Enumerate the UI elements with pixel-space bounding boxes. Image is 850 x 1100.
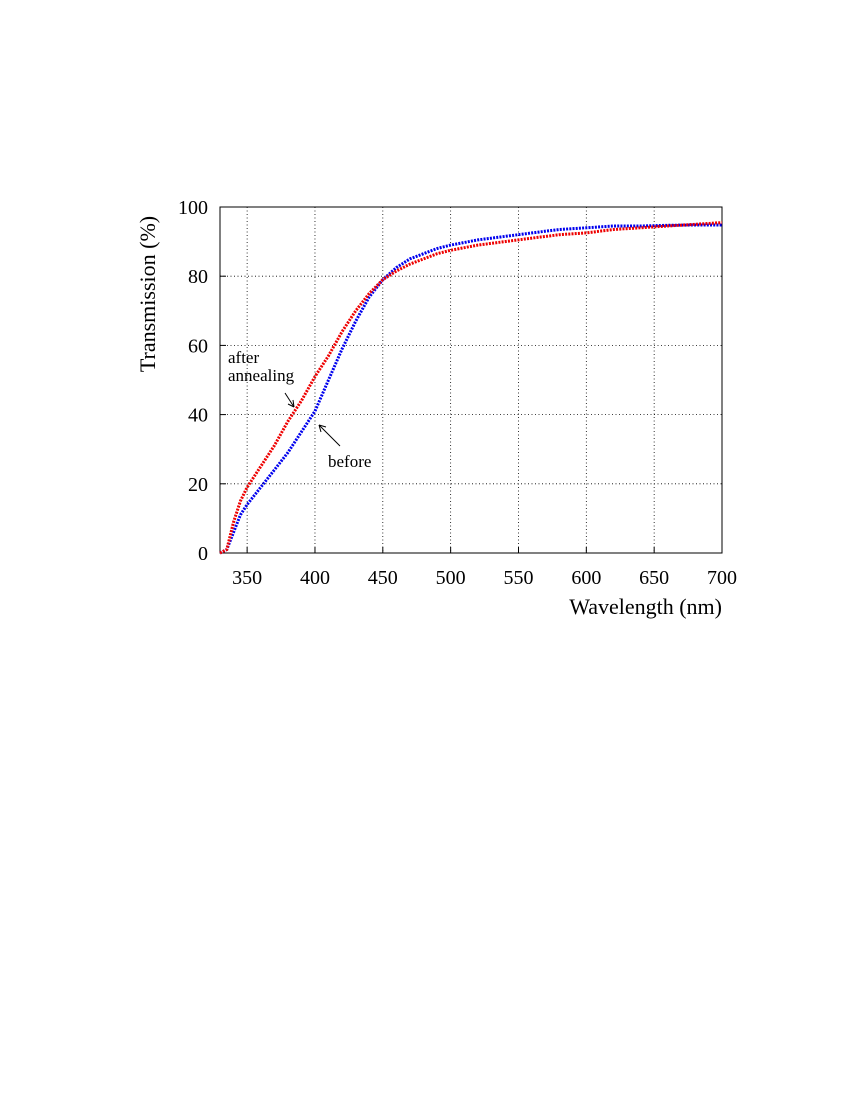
data-line (219, 221, 723, 555)
y-axis-label: Transmission (%) (135, 216, 160, 372)
annotation: before (328, 452, 371, 471)
x-tick-label: 600 (571, 567, 601, 589)
y-tick-label: 40 (188, 405, 208, 427)
annotation-arrow (318, 424, 341, 447)
x-axis-label: Wavelength (nm) (569, 594, 722, 619)
x-tick-label: 550 (503, 567, 533, 589)
x-tick-label: 700 (707, 567, 737, 589)
annotation: after (228, 348, 259, 367)
plot-frame (219, 206, 723, 554)
x-tick-label: 400 (300, 567, 330, 589)
arrow-head (287, 399, 295, 408)
y-tick-label: 20 (188, 474, 208, 496)
y-tick-label: 80 (188, 266, 208, 288)
x-tick-label: 450 (368, 567, 398, 589)
annotation: annealing (228, 366, 295, 385)
annotation-arrow (284, 392, 295, 408)
y-tick-label: 100 (178, 197, 208, 219)
y-tick-label: 0 (198, 543, 208, 565)
x-tick-label: 650 (639, 567, 669, 589)
data-line (219, 223, 722, 555)
arrow-head (318, 424, 327, 433)
x-tick-label: 350 (232, 567, 262, 589)
y-tick-label: 60 (188, 335, 208, 357)
x-tick-label: 500 (436, 567, 466, 589)
